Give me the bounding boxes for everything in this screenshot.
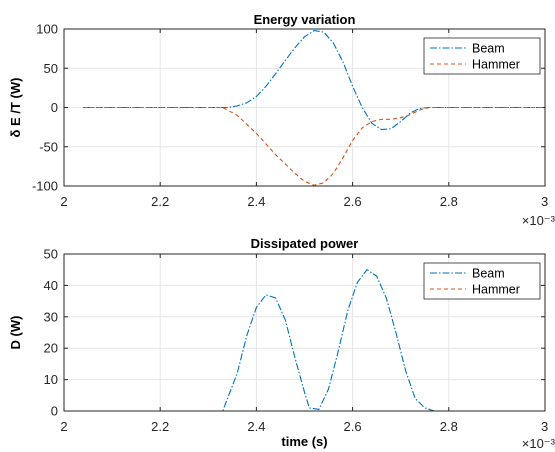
x-tick-label: 2.2: [151, 419, 169, 434]
chart-title: Dissipated power: [251, 236, 359, 251]
y-tick-label: 0: [51, 404, 58, 419]
x-tick-label: 2: [60, 194, 67, 209]
x-tick-label: 2.4: [247, 419, 265, 434]
legend-label: Beam: [472, 42, 505, 56]
y-tick-label: 0: [51, 100, 58, 115]
legend: Beam Hammer: [423, 262, 541, 300]
x-tick-label: 2.2: [151, 194, 169, 209]
x-axis-label: time (s): [281, 434, 327, 449]
x-axis-multiplier: ×10⁻³: [522, 213, 555, 228]
axes-box: [63, 28, 546, 187]
y-tick-label: 100: [36, 22, 58, 37]
x-tick-label: 2.6: [344, 419, 362, 434]
legend-label: Hammer: [472, 58, 520, 72]
y-tick-label: 30: [44, 309, 58, 324]
legend: Beam Hammer: [423, 37, 541, 75]
axes-box: [63, 253, 546, 412]
energy-variation-chart: 2 2.2 2.4 2.6 2.8 3 100 50 0 -50 -100 Energy variat…: [8, 12, 555, 228]
y-axis-label: δ E /T (W): [8, 78, 23, 138]
series-line-beam: [64, 268, 545, 412]
legend-label: Beam: [472, 267, 505, 281]
x-tick-label: 3: [541, 419, 548, 434]
y-tick-label: 10: [44, 372, 58, 387]
y-tick-label: -50: [39, 139, 58, 154]
chart-title: Energy variation: [254, 12, 356, 27]
y-tick-label: 20: [44, 341, 58, 356]
x-tick-label: 2: [60, 419, 67, 434]
series-line-hammer: [83, 106, 545, 186]
y-axis-label: D (W): [8, 316, 23, 350]
y-tick-label: -100: [32, 179, 58, 194]
x-tick-label: 3: [541, 194, 548, 209]
x-tick-label: 2.4: [247, 194, 265, 209]
series-line-beam: [83, 30, 545, 131]
y-tick-label: 50: [44, 247, 58, 262]
y-tick-label: 50: [44, 61, 58, 76]
x-tick-label: 2.8: [440, 419, 458, 434]
legend-box: [423, 262, 541, 300]
dissipated-power-chart: 2 2.2 2.4 2.6 2.8 3 50 40 30 20 10 0 Dissipated powe…: [8, 236, 555, 451]
x-axis-multiplier: ×10⁻³: [522, 436, 555, 451]
legend-label: Hammer: [472, 283, 520, 297]
legend-box: [423, 37, 541, 75]
x-tick-label: 2.6: [344, 194, 362, 209]
y-tick-label: 40: [44, 278, 58, 293]
x-tick-label: 2.8: [440, 194, 458, 209]
